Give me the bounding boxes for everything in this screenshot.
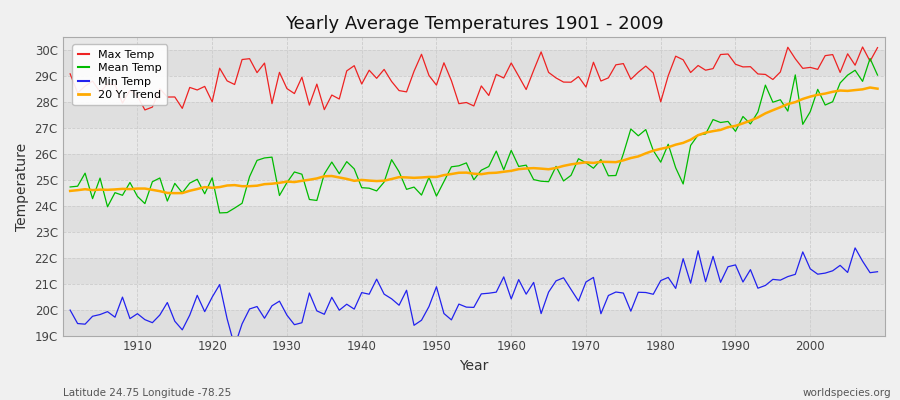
Bar <box>63 102 885 128</box>
Bar <box>63 154 885 180</box>
Title: Yearly Average Temperatures 1901 - 2009: Yearly Average Temperatures 1901 - 2009 <box>284 15 663 33</box>
Text: worldspecies.org: worldspecies.org <box>803 388 891 398</box>
Bar <box>63 50 885 76</box>
X-axis label: Year: Year <box>459 359 489 373</box>
Text: Latitude 24.75 Longitude -78.25: Latitude 24.75 Longitude -78.25 <box>63 388 231 398</box>
Legend: Max Temp, Mean Temp, Min Temp, 20 Yr Trend: Max Temp, Mean Temp, Min Temp, 20 Yr Tre… <box>72 44 167 106</box>
Bar <box>63 206 885 232</box>
Bar <box>63 258 885 284</box>
Y-axis label: Temperature: Temperature <box>15 142 29 230</box>
Bar <box>63 310 885 336</box>
